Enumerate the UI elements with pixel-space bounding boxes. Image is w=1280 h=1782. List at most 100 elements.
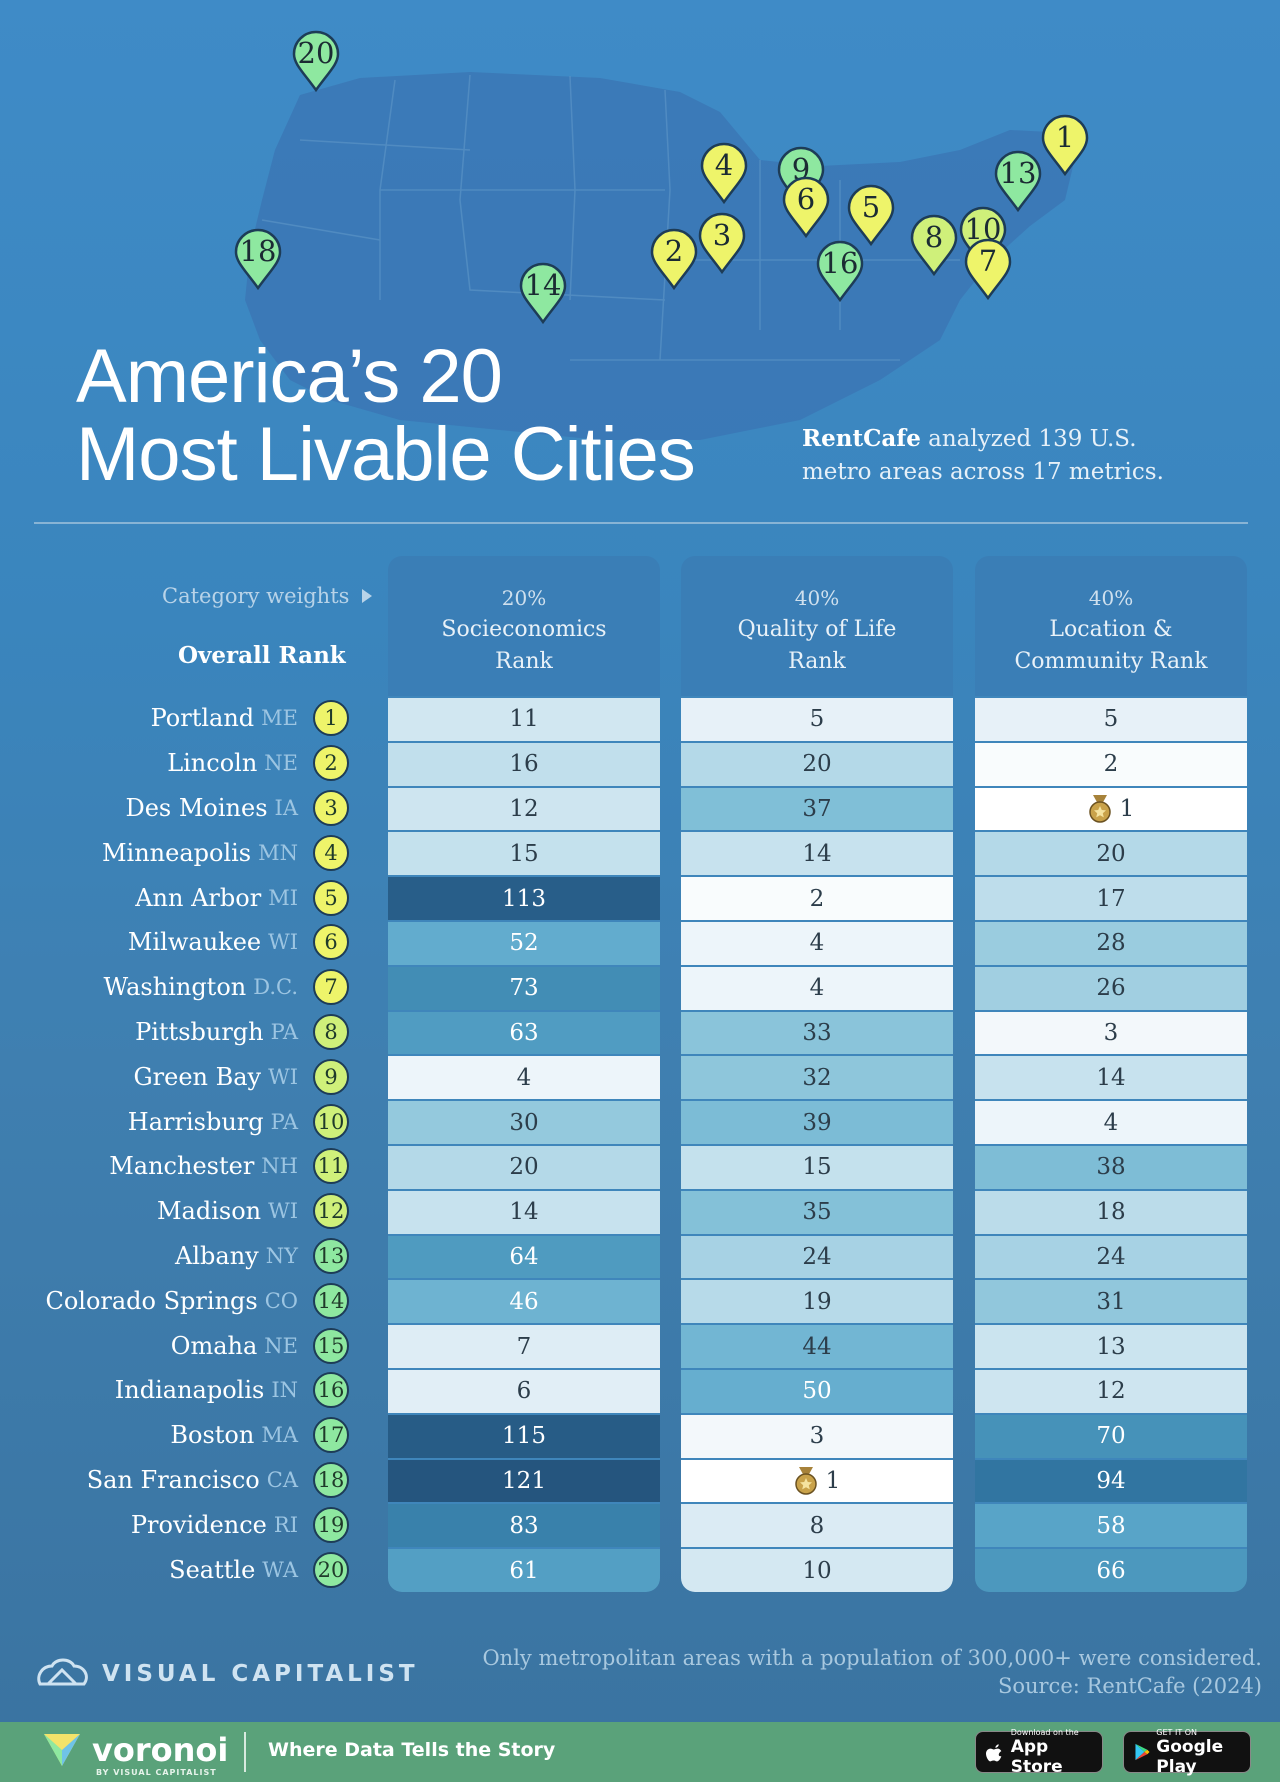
google-play-button[interactable]: GET IT ON Google Play xyxy=(1123,1728,1251,1777)
column-location-community: 40% Location & Community Rank 5 2 1 20 17 28 2… xyxy=(975,556,1247,1592)
column-label-1: Quality of Life xyxy=(737,617,897,642)
column-header: 40% Quality of Life Rank xyxy=(681,556,953,696)
apple-icon xyxy=(986,1744,1002,1762)
cell-value: 66 xyxy=(1096,1557,1126,1584)
state-abbr: PA xyxy=(270,1019,298,1044)
voronoi-logo[interactable]: voronoi BY VISUAL CAPITALIST xyxy=(40,1730,229,1777)
cell-value: 94 xyxy=(1096,1467,1126,1494)
arrow-right-icon xyxy=(362,589,372,603)
cell-value: 3 xyxy=(809,1423,825,1450)
column-header: 40% Location & Community Rank xyxy=(975,556,1247,696)
cell-value: 13 xyxy=(1096,1333,1126,1360)
google-play-icon xyxy=(1135,1743,1150,1761)
rank-badge: 5 xyxy=(313,879,349,916)
map-pin-1[interactable]: 1 xyxy=(1040,114,1090,176)
map-pin-label: 16 xyxy=(821,246,859,280)
cell-value: 2 xyxy=(1103,751,1119,778)
cell-value: 63 xyxy=(509,1019,539,1046)
app-store-button[interactable]: Download on the App Store xyxy=(975,1728,1103,1777)
map-pin-3[interactable]: 3 xyxy=(697,212,747,274)
row-city-label: Madison WI xyxy=(0,1189,298,1234)
rank-badge: 2 xyxy=(313,745,349,782)
footer-source: Source: RentCafe (2024) xyxy=(997,1674,1262,1698)
map-pin-label: 14 xyxy=(524,268,562,302)
cell-value: 14 xyxy=(802,840,832,867)
cell-value: 11 xyxy=(509,706,539,733)
us-map: 20 18 14 2 3 4 9 6 5 16 8 10 xyxy=(0,0,1280,520)
map-pin-label: 4 xyxy=(714,148,734,182)
column-label-2: Rank xyxy=(495,649,553,674)
rank-badge: 15 xyxy=(313,1327,349,1364)
table-cell: 115 xyxy=(388,1412,660,1458)
table-cell: 4 xyxy=(975,1099,1247,1144)
row-city-label: Boston MA xyxy=(0,1413,298,1458)
map-pin-7[interactable]: 7 xyxy=(963,238,1013,300)
cell-value: 24 xyxy=(1096,1243,1126,1270)
row-city-label: Lincoln NE xyxy=(0,741,298,786)
rank-badge: 19 xyxy=(313,1506,349,1543)
table-cell: 16 xyxy=(388,740,660,786)
cell-value: 5 xyxy=(809,706,825,733)
map-pin-14[interactable]: 14 xyxy=(518,262,568,324)
cell-value: 115 xyxy=(502,1423,546,1450)
row-city-label: Minneapolis MN xyxy=(0,830,298,875)
cell-value: 24 xyxy=(802,1243,832,1270)
cell-value: 4 xyxy=(516,1064,532,1091)
map-pin-16[interactable]: 16 xyxy=(815,240,865,302)
city-name: Boston xyxy=(170,1421,255,1450)
table-cell: 50 xyxy=(681,1367,953,1413)
row-city-label: Milwaukee WI xyxy=(0,920,298,965)
map-pin-label: 2 xyxy=(664,234,684,268)
map-pin-2[interactable]: 2 xyxy=(649,228,699,290)
city-name: Pittsburgh xyxy=(135,1017,264,1046)
map-pin-label: 18 xyxy=(239,234,277,268)
table-cell: 18 xyxy=(975,1188,1247,1234)
table-cell: 52 xyxy=(388,919,660,965)
state-abbr: NE xyxy=(264,751,298,776)
map-pin-5[interactable]: 5 xyxy=(846,184,896,246)
cell-value: 14 xyxy=(1096,1064,1126,1091)
visual-capitalist-logo[interactable]: VISUAL CAPITALIST xyxy=(34,1654,419,1694)
cell-value: 73 xyxy=(509,975,539,1002)
state-abbr: MA xyxy=(261,1423,298,1448)
row-city-label: San Francisco CA xyxy=(0,1458,298,1503)
table-cell: 24 xyxy=(681,1233,953,1279)
map-pin-4[interactable]: 4 xyxy=(699,142,749,204)
state-abbr: ME xyxy=(261,706,298,731)
cell-value: 12 xyxy=(1096,1378,1126,1405)
row-city-label: Green Bay WI xyxy=(0,1054,298,1099)
cell-value: 20 xyxy=(1096,840,1126,867)
column-header: 20% Socieconomics Rank xyxy=(388,556,660,696)
row-city-label: Seattle WA xyxy=(0,1547,298,1592)
voronoi-name: voronoi xyxy=(92,1731,229,1769)
table-cell: 30 xyxy=(388,1099,660,1144)
map-pin-6[interactable]: 6 xyxy=(781,176,831,238)
column-cells: 11 16 12 15 113 52 73 63 4 30 20 14 64 46 7 6 115 121 83 61 xyxy=(388,696,660,1592)
column-label-1: Socieconomics xyxy=(441,617,607,642)
map-pin-label: 7 xyxy=(978,244,998,278)
map-pin-label: 8 xyxy=(924,220,944,254)
table-cell: 37 xyxy=(681,785,953,831)
category-weights-label: Category weights xyxy=(162,584,350,608)
medal-icon xyxy=(1088,794,1111,823)
table-cell: 3 xyxy=(975,1009,1247,1055)
row-city-label: Des Moines IA xyxy=(0,786,298,831)
cell-value: 6 xyxy=(516,1378,532,1405)
footer-note-line-1: Only metropolitan areas with a populatio… xyxy=(482,1646,1262,1670)
map-pin-8[interactable]: 8 xyxy=(909,214,959,276)
map-pin-13[interactable]: 13 xyxy=(993,150,1043,212)
map-pin-20[interactable]: 20 xyxy=(291,30,341,92)
cell-value: 26 xyxy=(1096,975,1126,1002)
row-city-label: Providence RI xyxy=(0,1502,298,1547)
cell-value: 15 xyxy=(509,840,539,867)
rank-badge: 9 xyxy=(313,1058,349,1095)
map-pin-label: 13 xyxy=(999,156,1037,190)
cell-value: 38 xyxy=(1096,1154,1126,1181)
cell-value: 121 xyxy=(502,1467,546,1494)
map-pin-label: 6 xyxy=(796,182,816,216)
cell-value: 17 xyxy=(1096,885,1126,912)
map-pin-18[interactable]: 18 xyxy=(233,228,283,290)
table-cell: 8 xyxy=(681,1502,953,1548)
cell-value: 58 xyxy=(1096,1512,1126,1539)
cell-value: 3 xyxy=(1103,1019,1119,1046)
